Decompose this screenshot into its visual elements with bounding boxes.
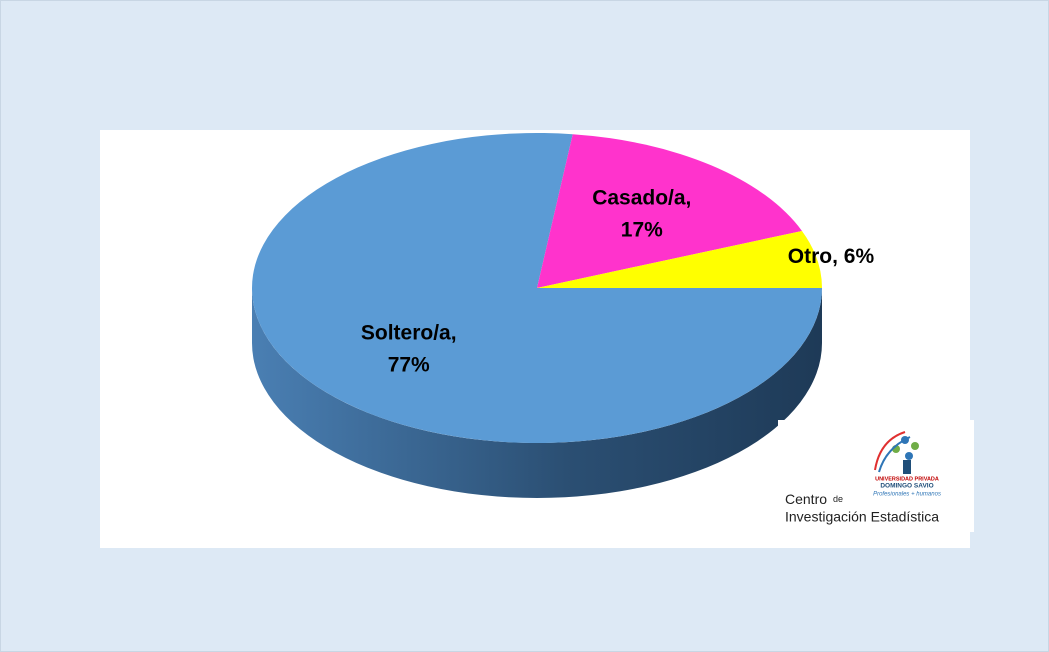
logo-text: Investigación Estadística xyxy=(785,509,939,525)
logo-text: Centro de xyxy=(785,491,843,507)
pie-slice xyxy=(252,132,823,443)
pie-slice xyxy=(537,230,822,288)
logo-text: de xyxy=(833,494,843,504)
logo-text: Centro xyxy=(785,491,827,507)
logo-text: DOMINGO SAVIO xyxy=(880,483,933,490)
logo: UNIVERSIDAD PRIVADA DOMINGO SAVIO Profes… xyxy=(778,420,974,532)
data-label: Soltero/a, 77% xyxy=(361,321,457,376)
logo-text: Profesionales + humanos xyxy=(873,492,941,498)
logo-text: UNIVERSIDAD PRIVADA xyxy=(875,476,939,482)
logo-icon xyxy=(905,452,913,460)
data-label: Otro, 6% xyxy=(788,245,875,268)
logo-swoosh xyxy=(878,436,911,473)
pie: Soltero/a, 77% Casado/a, 17% Otro, 6% xyxy=(252,132,875,498)
data-label: Casado/a, 17% xyxy=(592,186,691,241)
logo-swoosh xyxy=(874,431,906,471)
pie-slice xyxy=(537,134,802,288)
logo-icon xyxy=(911,442,919,450)
logo-figure xyxy=(903,460,911,474)
pie-side xyxy=(252,288,822,498)
logo-box xyxy=(778,420,974,532)
